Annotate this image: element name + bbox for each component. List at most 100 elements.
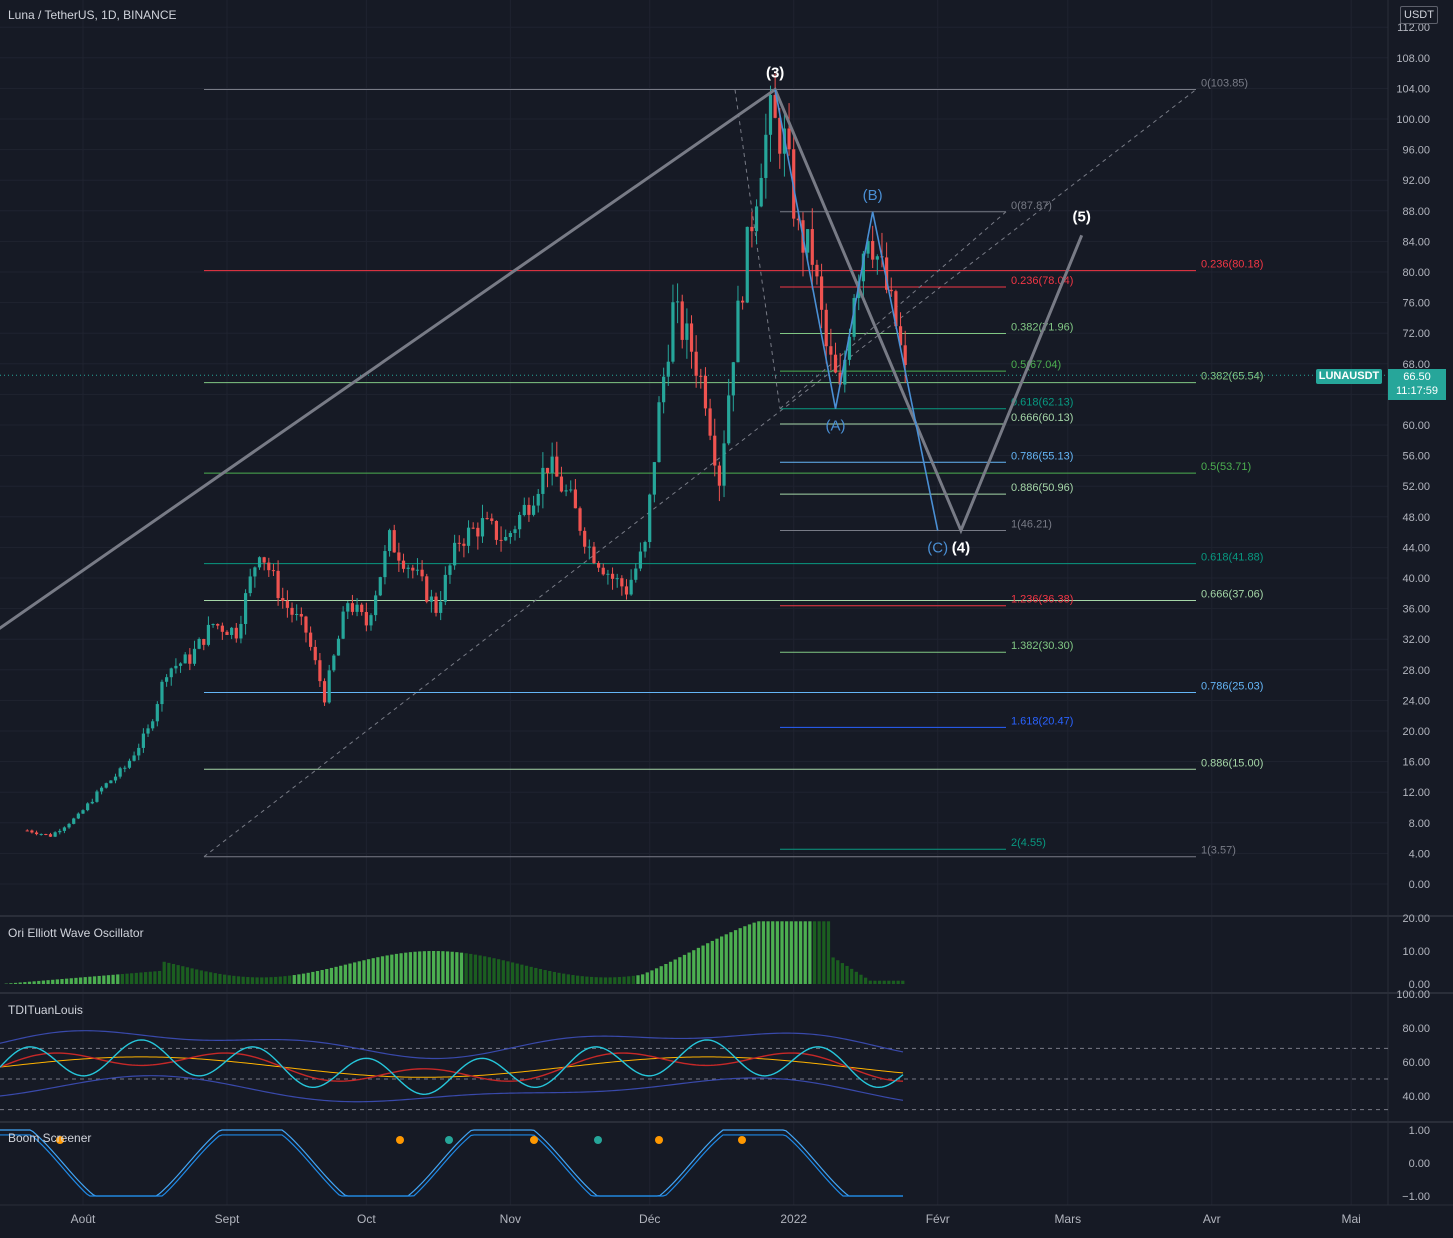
- tdi-tick-label: 100.00: [1396, 989, 1430, 1001]
- ewo-bar: [850, 969, 853, 984]
- indicator-label-tdi[interactable]: TDITuanLouis: [8, 1003, 83, 1017]
- candle-body: [448, 565, 451, 575]
- ewo-bar: [678, 957, 681, 984]
- ewo-bar: [19, 982, 22, 984]
- candle-body: [462, 544, 465, 546]
- ewo-bar: [567, 974, 570, 984]
- y-tick-label: 40.00: [1402, 573, 1430, 585]
- x-tick-label: Déc: [639, 1212, 660, 1226]
- ewo-bar: [460, 953, 463, 984]
- ewo-bar: [530, 967, 533, 984]
- y-tick-label: 28.00: [1402, 665, 1430, 677]
- ewo-bar: [153, 971, 156, 984]
- y-tick-label: 104.00: [1396, 83, 1430, 95]
- candle-body: [727, 395, 730, 443]
- ewo-bar: [293, 975, 296, 984]
- candle-body: [634, 569, 637, 580]
- ewo-bar: [218, 974, 221, 984]
- candle-body: [616, 578, 619, 579]
- candle-body: [379, 577, 382, 595]
- candle-body: [648, 495, 651, 542]
- price-axis[interactable]: 0.004.008.0012.0016.0020.0024.0028.0032.…: [1396, 22, 1430, 1203]
- ewo-bar: [595, 977, 598, 984]
- ewo-bar: [386, 955, 389, 984]
- ewo-bar: [859, 975, 862, 984]
- ewo-bar: [720, 936, 723, 984]
- candle-body: [63, 827, 66, 830]
- ewo-bar: [609, 977, 612, 984]
- y-tick-label: 96.00: [1402, 145, 1430, 157]
- candle-body: [620, 578, 623, 586]
- ewo-bar: [539, 969, 542, 984]
- candle-body: [820, 276, 823, 309]
- candle-body: [225, 632, 228, 635]
- candle-body: [764, 135, 767, 178]
- ewo-bar: [748, 924, 751, 984]
- candle-body: [211, 624, 214, 625]
- candle-body: [685, 323, 688, 339]
- candle-body: [253, 567, 256, 576]
- candle-body: [165, 677, 168, 682]
- last-price: 66.50: [1388, 370, 1446, 384]
- fib-extension-label: 1.236(36.38): [1011, 594, 1073, 606]
- candle-body: [109, 780, 112, 783]
- ewo-bar: [135, 973, 138, 984]
- ewo-bar: [251, 977, 254, 984]
- ewo-bar: [831, 957, 834, 984]
- candle-body: [834, 355, 837, 373]
- candle-body: [290, 608, 293, 615]
- fib-ext-trendline: [735, 90, 780, 409]
- candle-body: [119, 768, 122, 776]
- y-tick-label: 108.00: [1396, 53, 1430, 65]
- candle-body: [481, 518, 484, 536]
- ewo-bar: [753, 923, 756, 984]
- abc-correction-line: [775, 90, 938, 531]
- candle-body: [286, 601, 289, 608]
- ewo-bar: [274, 977, 277, 984]
- wave-label: (B): [863, 187, 883, 204]
- ewo-bar: [488, 957, 491, 984]
- candle-body: [407, 568, 410, 569]
- ewo-bar: [348, 964, 351, 984]
- ewo-bar: [776, 921, 779, 984]
- candle-body: [625, 586, 628, 594]
- candle-body: [430, 597, 433, 602]
- ewo-bar: [279, 977, 282, 984]
- ewo-bar: [492, 958, 495, 984]
- fib-extension-label: 2(4.55): [1011, 837, 1046, 849]
- ewo-bar: [60, 979, 63, 984]
- indicator-label-ewo[interactable]: Ori Elliott Wave Oscillator: [8, 926, 144, 940]
- candle-body: [699, 376, 702, 377]
- ewo-bar: [455, 952, 458, 984]
- candle-body: [657, 402, 660, 462]
- currency-unit[interactable]: USDT: [1400, 6, 1438, 24]
- ewo-bar: [427, 951, 430, 984]
- y-tick-label: 8.00: [1409, 818, 1430, 830]
- indicator-label-boom[interactable]: Boom Screener: [8, 1131, 91, 1145]
- candle-body: [509, 533, 512, 537]
- ewo-bar: [70, 978, 73, 984]
- ewo-bar: [437, 951, 440, 984]
- ewo-bar: [409, 952, 412, 984]
- ewo-bar: [107, 975, 110, 984]
- candle-body: [309, 633, 312, 647]
- ewo-bar: [98, 976, 101, 984]
- ewo-bar: [339, 966, 342, 984]
- ewo-bar: [404, 953, 407, 984]
- candle-body: [77, 814, 80, 819]
- ewo-bar: [84, 977, 87, 984]
- x-tick-label: 2022: [780, 1212, 807, 1226]
- candle-body: [244, 593, 247, 624]
- candle-body: [420, 570, 423, 577]
- candle-body: [397, 552, 400, 560]
- ewo-bar: [395, 954, 398, 984]
- ewo-bar: [307, 973, 310, 984]
- candle-body: [235, 628, 238, 639]
- candle-body: [569, 489, 572, 490]
- ewo-bar: [255, 977, 258, 984]
- ewo-bar: [418, 951, 421, 984]
- ewo-bar: [780, 921, 783, 984]
- candle-body: [91, 802, 94, 804]
